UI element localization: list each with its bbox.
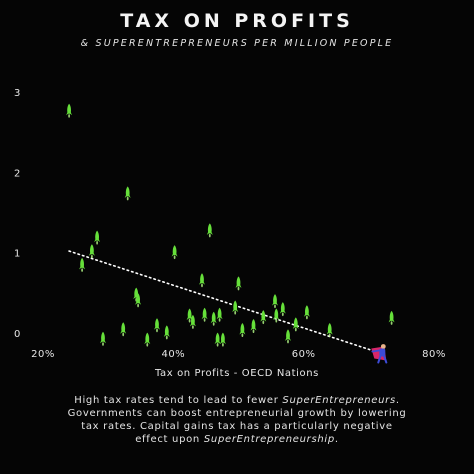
x-tick-label: 40% [161, 349, 185, 360]
caption-line-2: Governments can boost entrepreneurial gr… [67, 408, 407, 419]
rocket-icon [210, 311, 217, 326]
caption-line-4: effect upon SuperEntrepreneurship. [24, 433, 450, 446]
y-tick-label: 2 [14, 168, 20, 179]
rocket-icon [214, 332, 221, 347]
rocket-icon [154, 318, 160, 333]
rocket-icon [189, 314, 196, 329]
superhero-figure-icon [371, 344, 388, 364]
x-tick-label: 20% [31, 349, 55, 360]
caption-emphasis: SuperEntrepreneurs [282, 395, 396, 406]
rocket-icon [124, 186, 131, 201]
rocket-icon [326, 323, 333, 337]
rocket-icon [216, 307, 223, 322]
rocket-icon [66, 103, 73, 118]
rocket-icon [144, 332, 151, 347]
rocket-icon [100, 331, 106, 346]
x-tick-label: 80% [422, 349, 446, 360]
x-axis-ticks: 20% 40% 60% 80% [31, 349, 446, 360]
caption-line-1: High tax rates tend to lead to fewer Sup… [24, 394, 450, 407]
rocket-icon [285, 329, 291, 344]
rocket-icon [206, 223, 213, 238]
rocket-icon [135, 293, 142, 308]
caption-emphasis: SuperEntrepreneurship [203, 434, 335, 445]
rocket-icon [163, 325, 170, 340]
rocket-icon [171, 245, 178, 260]
rocket-icon [219, 332, 226, 347]
rocket-icon [279, 302, 286, 317]
y-tick-label: 0 [14, 329, 20, 340]
caption-text: effect upon [135, 434, 204, 445]
rocket-icon [94, 230, 101, 245]
rocket-icon [199, 273, 205, 288]
y-tick-label: 3 [14, 88, 20, 99]
caption-text: High tax rates tend to lead to fewer [74, 395, 283, 406]
rocket-icon [239, 323, 246, 337]
rocket-icon [250, 319, 257, 333]
chart-title: TAX ON PROFITS [120, 10, 354, 32]
caption-text: . [334, 434, 339, 445]
rocket-icon [232, 300, 239, 315]
y-tick-label: 1 [14, 249, 20, 260]
y-axis-ticks: 0 1 2 3 [14, 88, 20, 340]
rocket-icon [120, 322, 127, 337]
chart-caption: High tax rates tend to lead to fewer Sup… [24, 394, 450, 446]
rocket-icon [235, 276, 242, 291]
rocket-icon [272, 294, 278, 309]
rocket-icon [79, 257, 86, 272]
x-tick-label: 60% [292, 349, 316, 360]
rocket-icon [388, 310, 395, 325]
rocket-icon [88, 244, 95, 259]
data-points [66, 103, 395, 347]
caption-line-3: tax rates. Capital gains tax has a parti… [81, 421, 393, 432]
chart-subtitle: & SUPERENTREPRENEURS PER MILLION PEOPLE [80, 38, 394, 49]
rocket-icon [303, 305, 310, 320]
x-axis-label: Tax on Profits - OECD Nations [155, 368, 319, 379]
rocket-icon [260, 310, 267, 325]
trendline [68, 250, 377, 353]
rocket-icon [201, 307, 208, 322]
rocket-icon [273, 308, 280, 323]
caption-text: . [395, 395, 400, 406]
rocket-icon [292, 317, 299, 332]
